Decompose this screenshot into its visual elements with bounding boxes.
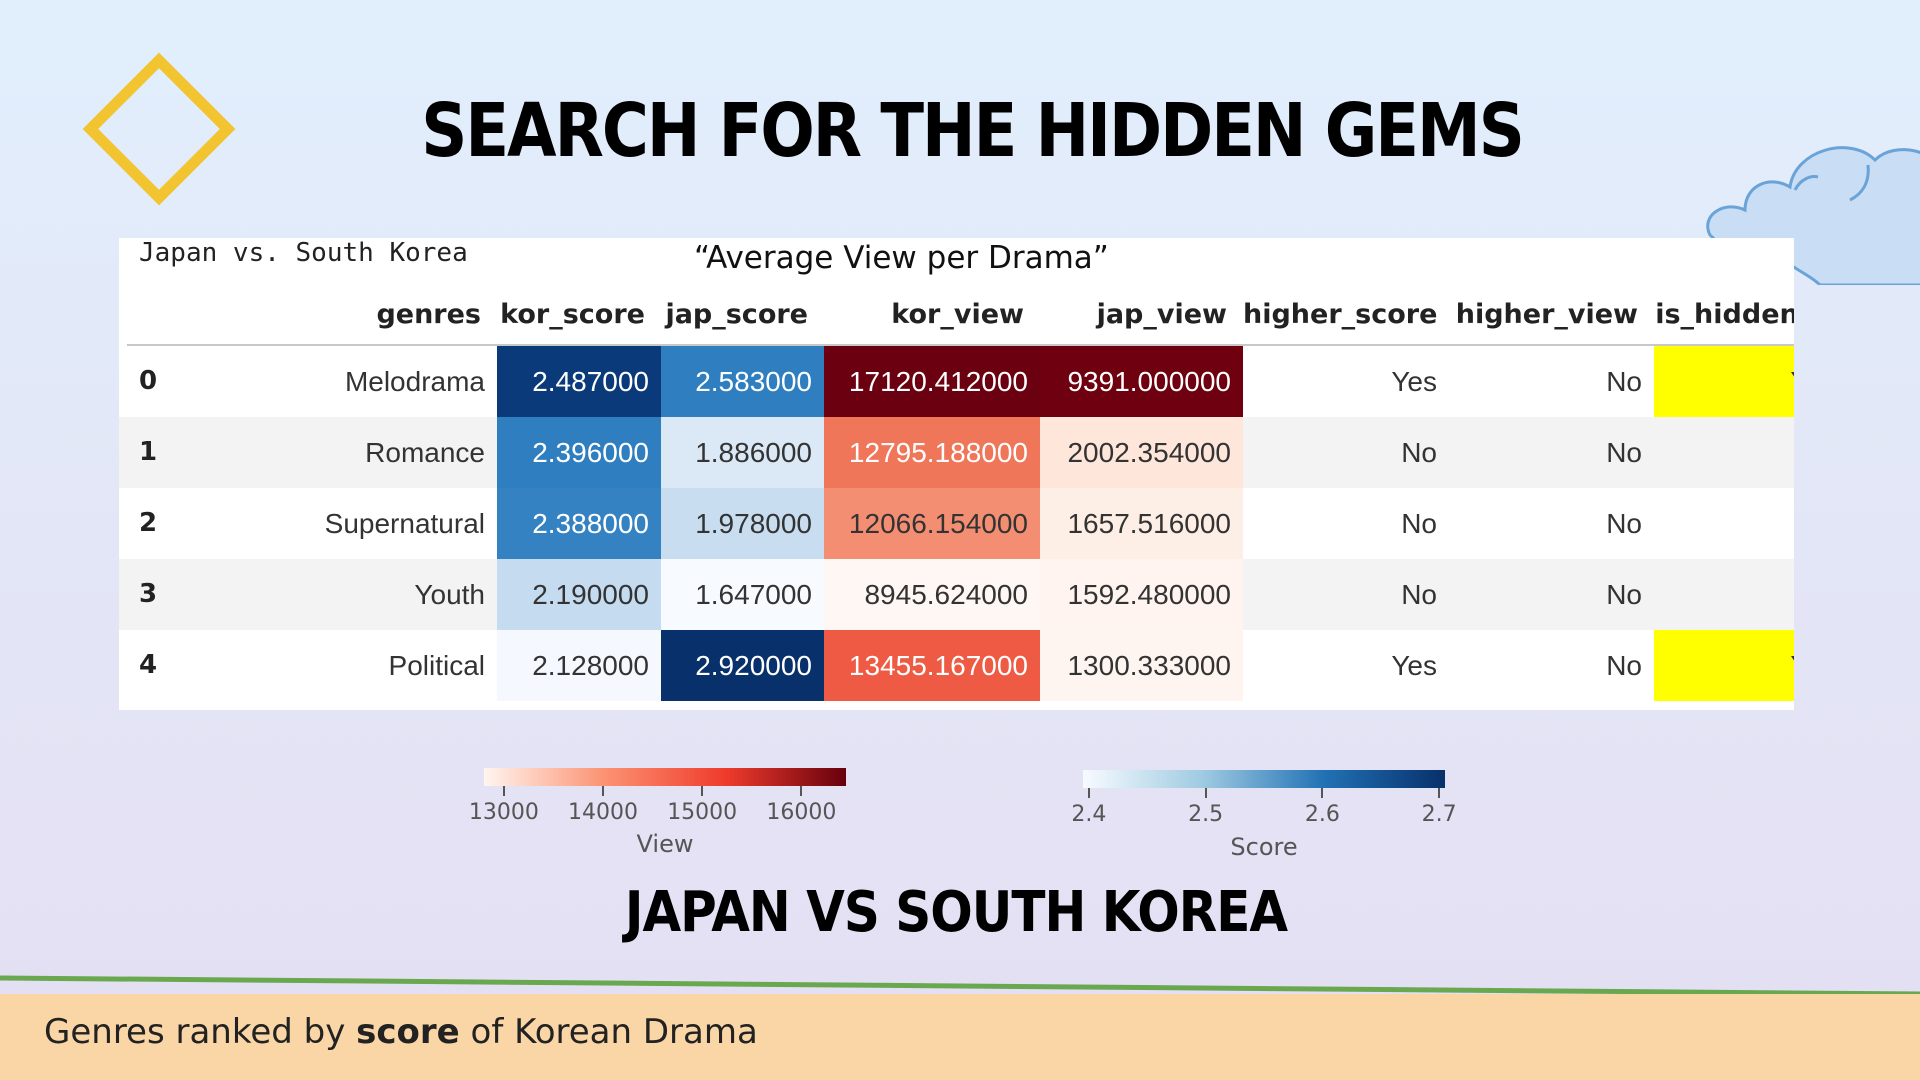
cell-index: 3 [139,579,158,609]
footer-text: Genres ranked by score of Korean Drama [44,1012,758,1052]
table-row: 1 Romance 2.396000 1.886000 12795.188000 2002… [119,417,1794,488]
cell-genres: Political [388,650,485,681]
cell-genres: Supernatural [324,508,485,539]
page-title: SEARCH FOR THE HIDDEN GEMS [421,89,1525,175]
header-jap-score: jap_score [665,299,808,330]
cell-genres: Melodrama [344,366,485,397]
footer-suffix: of Korean Drama [459,1012,758,1052]
cell-kor-score: 2.487000 [497,346,661,417]
cell-kor-score: 2.128000 [497,630,661,701]
cell-index: 2 [139,508,158,538]
score-tick-mark [1087,788,1090,798]
cell-jap-view: 1592.480000 [1040,559,1243,630]
cell-kor-score: 2.190000 [497,559,661,630]
table-row: 0 Melodrama 2.487000 2.583000 17120.412000 93… [119,346,1794,417]
view-tick-mark [602,786,604,796]
cell-higher-score: No [1401,579,1437,610]
cell-index: 1 [139,437,158,467]
cell-higher-view: No [1606,508,1642,539]
green-divider-line [0,975,1920,997]
cell-is-hidden-gem: Yes [1654,346,1794,417]
cell-index: 0 [139,366,158,396]
header-genres: genres [376,299,481,330]
cell-kor-view: 12066.154000 [824,488,1040,559]
cell-higher-score: Yes [1391,366,1437,397]
view-tick-label: 16000 [766,800,837,825]
header-higher-view: higher_view [1455,299,1638,330]
score-tick-mark [1321,788,1324,798]
cell-higher-view: No [1606,579,1642,610]
cell-jap-view: 9391.000000 [1040,346,1243,417]
cell-is-hidden-gem: No [1654,559,1794,630]
cell-higher-score: No [1401,508,1437,539]
cell-jap-view: 2002.354000 [1040,417,1243,488]
header-jap-view: jap_view [1096,299,1227,330]
cell-jap-view: 1300.333000 [1040,630,1243,701]
cell-kor-view: 12795.188000 [824,417,1040,488]
table-subtitle: “Average View per Drama” [694,240,1109,276]
footer-emphasis: score [356,1012,460,1052]
table-caption: Japan vs. South Korea [139,238,468,268]
footer-bar: Genres ranked by score of Korean Drama [0,994,1920,1080]
footer-prefix: Genres ranked by [44,1012,357,1052]
cell-is-hidden-gem: No [1654,417,1794,488]
cell-higher-view: No [1606,366,1642,397]
score-tick-label: 2.5 [1188,802,1224,827]
score-tick-label: 2.7 [1421,802,1457,827]
cell-kor-score: 2.388000 [497,488,661,559]
view-tick-mark [701,786,704,796]
cell-jap-score: 2.583000 [661,346,824,417]
table-row: 4 Political 2.128000 2.920000 13455.167000 13… [119,630,1794,701]
cell-higher-score: No [1401,437,1437,468]
view-tick-label: 14000 [568,800,638,825]
cell-higher-view: No [1606,437,1642,468]
cell-kor-view: 13455.167000 [824,630,1040,701]
header-higher-score: higher_score [1243,299,1438,330]
score-tick-mark [1204,788,1207,798]
cell-genres: Romance [365,437,485,468]
cell-genres: Youth [414,579,485,610]
table-row: 2 Supernatural 2.388000 1.978000 12066.15400… [119,488,1794,559]
cell-higher-score: Yes [1391,650,1437,681]
cell-jap-score: 1.647000 [661,559,824,630]
score-tick-label: 2.6 [1304,802,1340,827]
cell-is-hidden-gem: No [1654,488,1794,559]
table-header-row: genres kor_score jap_score kor_view jap_… [119,288,1794,342]
cell-kor-view: 17120.412000 [824,346,1040,417]
score-colorbar [1083,770,1445,788]
view-colorbar [484,768,846,786]
cell-kor-score: 2.396000 [497,417,661,488]
cell-index: 4 [139,650,158,680]
comparison-table: Japan vs. South Korea “Average View per … [119,238,1794,710]
view-colorbar-label: View [636,830,694,858]
cell-jap-view: 1657.516000 [1040,488,1243,559]
score-colorbar-label: Score [1230,833,1298,861]
cell-jap-score: 1.886000 [661,417,824,488]
cell-jap-score: 2.920000 [661,630,824,701]
header-kor-score: kor_score [500,299,645,330]
view-tick-mark [502,786,505,796]
cell-jap-score: 1.978000 [661,488,824,559]
score-tick-mark [1438,788,1441,798]
view-tick-mark [800,786,803,796]
score-tick-label: 2.4 [1071,802,1107,827]
cell-kor-view: 8945.624000 [824,559,1040,630]
cell-higher-view: No [1606,650,1642,681]
section-subtitle: JAPAN VS SOUTH KOREA [624,879,1288,945]
header-divider [127,344,1794,346]
table-row: 3 Youth 2.190000 1.647000 8945.624000 1592.48… [119,559,1794,630]
view-tick-label: 13000 [468,800,539,825]
cell-is-hidden-gem: Yes [1654,630,1794,701]
header-is-hidden-gem: is_hidden_gem [1655,299,1794,330]
header-kor-view: kor_view [891,299,1024,330]
view-tick-label: 15000 [667,800,738,825]
